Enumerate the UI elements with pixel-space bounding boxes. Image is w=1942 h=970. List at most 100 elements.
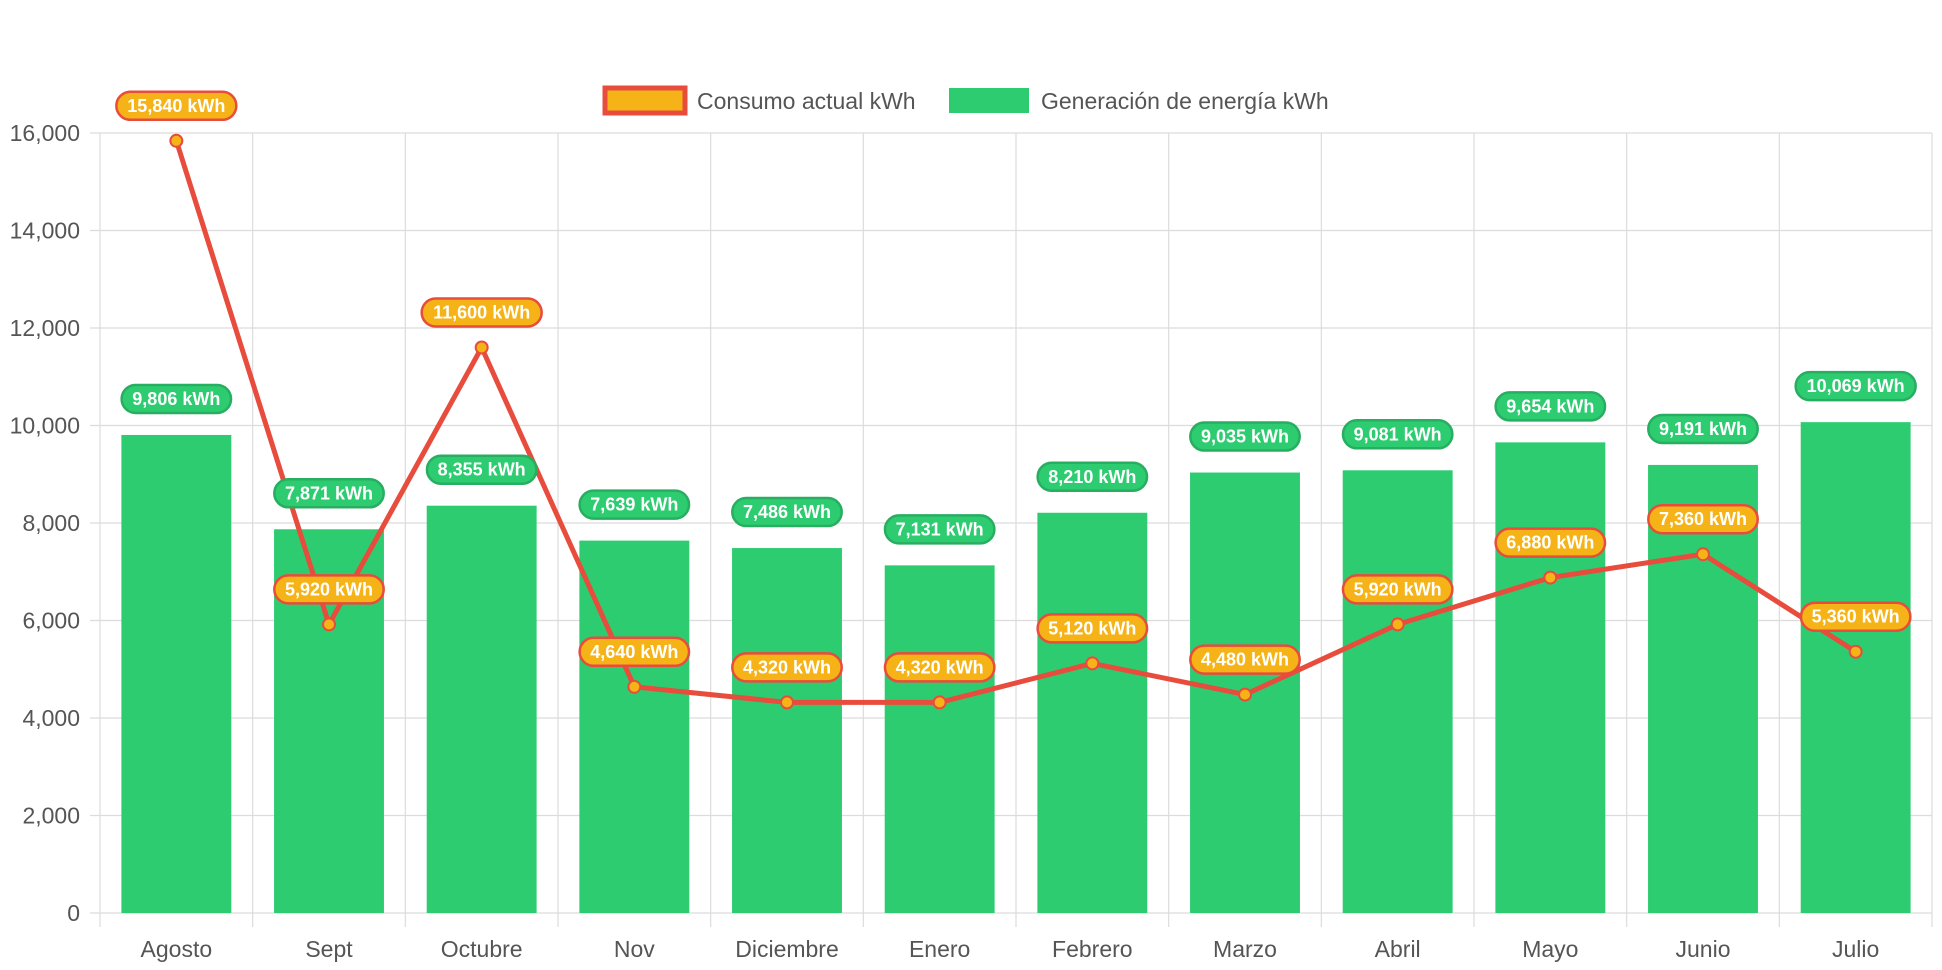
line-data-label-text: 4,320 kWh [743,657,831,677]
line-data-label-bg [1799,601,1912,632]
bar-data-label-bg [120,383,233,415]
line-data-label-text: 5,920 kWh [1354,579,1442,599]
line-data-label-bg [578,636,691,668]
bar-data-label: 7,639 kWh [578,489,691,520]
bar-data-label-bg [731,496,843,528]
x-tick-label: Nov [614,936,655,962]
line-point [474,340,489,355]
y-tick-label: 12,000 [10,315,80,341]
bar [1342,470,1453,913]
line-data-label-text: 6,880 kWh [1506,533,1594,553]
line-data-label-text: 5,920 kWh [285,579,373,599]
line-data-label-bg [883,652,996,683]
bar [1800,422,1911,913]
legend[interactable]: Consumo actual kWh Generación de energía … [602,85,1329,116]
axis-label-layer: 0 2,000 4,000 6,000 8,000 10,000 12,000 14,000 1… [10,120,1880,962]
x-tick-label: Octubre [441,936,523,962]
bar-data-label: 9,191 kWh [1647,413,1759,445]
bar-data-label-bg [1794,370,1917,402]
line-point [627,679,642,694]
x-tick-label: Abril [1375,936,1421,962]
legend-swatch [602,85,688,116]
line-data-label: 4,480 kWh [1189,644,1301,675]
line-point [1696,547,1710,562]
line-data-label-bg [273,574,385,605]
consumption-line [173,140,1858,705]
line-data-label: 11,600 kWh [420,297,543,328]
line-data-label-text: 4,640 kWh [590,642,678,662]
x-tick-label: Febrero [1052,936,1133,962]
y-tick-label: 14,000 [10,218,80,244]
legend-swatch [949,88,1029,113]
bar-data-label-text: 7,486 kWh [743,502,831,522]
y-tick-label: 10,000 [10,413,80,439]
line-label-layer: 15,840 kWh 5,920 kWh 11,600 kWh 4,640 kWh 4,… [115,90,1912,683]
line-point [1390,617,1405,632]
bar [1648,464,1758,913]
bar-data-label-bg [1036,461,1149,493]
grid-layer [90,132,1933,927]
line-data-label: 4,320 kWh [883,652,996,683]
y-tick-label: 2,000 [22,803,80,829]
bar-data-label-text: 8,355 kWh [438,460,526,480]
x-tick-label: Diciembre [735,936,839,962]
line-data-label: 4,640 kWh [578,636,691,668]
bar-data-label-text: 7,639 kWh [590,495,678,515]
bar-data-label-bg [273,478,385,509]
bar-data-label-bg [1647,413,1759,445]
bar-data-label-text: 7,131 kWh [896,519,984,539]
bar-data-label-text: 9,654 kWh [1506,396,1594,416]
line-data-label-bg [1647,503,1759,535]
bar-data-label-text: 9,191 kWh [1659,419,1747,439]
line-data-label-text: 15,840 kWh [127,96,225,116]
x-tick-label: Enero [909,936,970,962]
line-data-label: 5,360 kWh [1799,601,1912,632]
legend-item-consumo[interactable]: Consumo actual kWh [602,85,916,116]
line-data-label-text: 7,360 kWh [1659,509,1747,529]
bar-data-label: 7,486 kWh [731,496,843,528]
line-point [1848,644,1863,659]
bar-data-label: 9,081 kWh [1341,419,1454,450]
line-point [780,695,794,710]
x-tick-label: Julio [1832,936,1879,962]
bar-data-label-bg [1341,419,1454,450]
line-data-label: 15,840 kWh [115,90,238,122]
line-data-label-bg [115,90,238,122]
bar-data-label: 8,210 kWh [1036,461,1149,493]
bar [884,565,995,913]
x-tick-label: Marzo [1213,936,1277,962]
y-tick-label: 6,000 [22,608,80,634]
bar-data-label-bg [883,514,996,545]
bar [121,434,232,913]
bar-label-layer: 9,806 kWh 7,871 kWh 8,355 kWh 7,639 kWh 7,48… [120,370,1917,545]
line-point [1238,687,1252,702]
line-data-label-bg [1341,574,1454,605]
bar-data-label: 7,131 kWh [883,514,996,545]
y-tick-label: 0 [67,900,80,926]
line-layer [169,133,1863,710]
bar-layer [121,422,1911,913]
legend-item-generacion[interactable]: Generación de energía kWh [949,88,1329,114]
bar-data-label-text: 9,035 kWh [1201,427,1289,447]
line-data-label: 5,920 kWh [1341,574,1454,605]
x-tick-label: Sept [305,936,353,962]
bar-data-label: 8,355 kWh [425,454,538,485]
x-tick-label: Mayo [1522,936,1578,962]
y-tick-label: 8,000 [22,510,80,536]
legend-label: Generación de energía kWh [1041,88,1329,114]
bar [732,548,842,913]
bar-data-label-text: 7,871 kWh [285,483,373,503]
bar-data-label: 10,069 kWh [1794,370,1917,402]
bar-data-label: 9,654 kWh [1494,391,1607,422]
bar-data-label-bg [1189,421,1301,452]
line-data-label-text: 4,480 kWh [1201,650,1289,670]
line-data-label: 7,360 kWh [1647,503,1759,535]
line-data-label-bg [731,652,843,683]
x-tick-label: Agosto [141,936,213,962]
line-data-label-bg [1036,613,1149,644]
bar-data-label-bg [425,454,538,485]
line-point [1543,570,1558,585]
line-point [322,617,336,632]
